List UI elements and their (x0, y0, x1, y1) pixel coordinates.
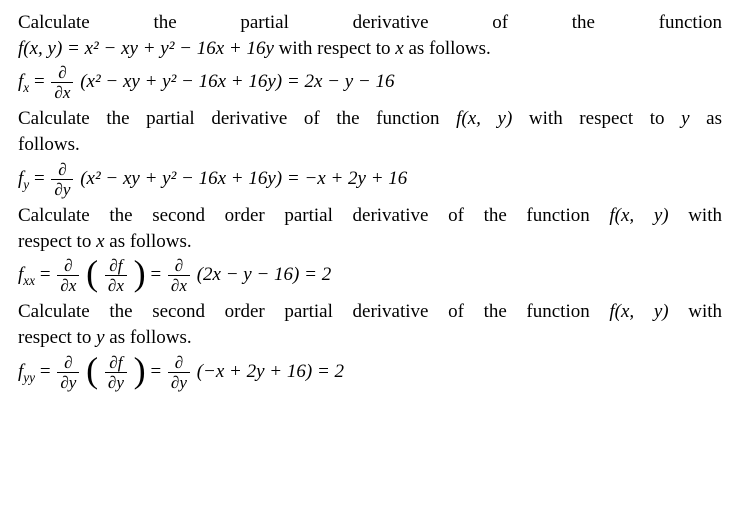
frac-ddy: ∂ ∂y (51, 161, 73, 198)
txt: with (688, 301, 722, 322)
expr-fxy: f(x, y) (456, 108, 512, 129)
text-line-3: Calculate the partial derivative of the … (18, 106, 722, 132)
text-line-4b: respect to x as follows. (18, 229, 722, 255)
text-line-3b: follows. (18, 132, 722, 158)
eq: = (29, 71, 49, 92)
num: ∂f (105, 257, 127, 276)
num: ∂f (105, 354, 127, 373)
equation-fxx: fxx = ∂ ∂x ( ∂f ∂x ) = ∂ ∂x (2x − y − 16… (18, 257, 722, 294)
eq: = (29, 168, 49, 189)
equation-fx: fx = ∂ ∂x (x² − xy + y² − 16x + 16y) = 2… (18, 64, 722, 101)
frac-ddx: ∂ ∂x (57, 257, 79, 294)
frac-ddx: ∂ ∂x (51, 64, 73, 101)
sub-yy: yy (23, 369, 35, 384)
frac-dfdy: ∂f ∂y (105, 354, 127, 391)
frac-dfdx: ∂f ∂x (105, 257, 127, 294)
expr-body: (−x + 2y + 16) = 2 (197, 361, 344, 382)
num: ∂ (168, 354, 190, 373)
document-page: Calculate the partial derivative of the … (0, 0, 740, 406)
den: ∂y (105, 373, 127, 391)
txt: respect to (18, 231, 96, 252)
var-y: y (96, 327, 104, 348)
eq: = (35, 361, 55, 382)
num: ∂ (168, 257, 190, 276)
expr-body: (2x − y − 16) = 2 (197, 264, 331, 285)
frac-ddy: ∂ ∂y (57, 354, 79, 391)
sub-xx: xx (23, 273, 35, 288)
txt: respect to (18, 327, 96, 348)
num: ∂ (51, 64, 73, 83)
expr-fxy: f(x, y) (609, 205, 668, 226)
expr-body: (x² − xy + y² − 16x + 16y) = −x + 2y + 1… (80, 168, 407, 189)
expr-body: (x² − xy + y² − 16x + 16y) = 2x − y − 16 (80, 71, 394, 92)
den: ∂x (57, 276, 79, 294)
frac-ddy2: ∂ ∂y (168, 354, 190, 391)
txt: with respect to (512, 108, 681, 129)
txt: as (690, 108, 722, 129)
txt: with (669, 205, 722, 226)
num: ∂ (51, 161, 73, 180)
txt: with respect to (274, 38, 395, 59)
text-line-5b: respect to y as follows. (18, 325, 722, 351)
txt: Calculate the partial derivative of the … (18, 108, 456, 129)
expr-fxy: f(x, y) = x² − xy + y² − 16x + 16y (18, 38, 274, 59)
frac-ddx2: ∂ ∂x (168, 257, 190, 294)
var-y: y (681, 108, 689, 129)
den: ∂y (51, 180, 73, 198)
den: ∂x (168, 276, 190, 294)
den: ∂x (51, 83, 73, 101)
den: ∂y (168, 373, 190, 391)
text-line-4: Calculate the second order partial deriv… (18, 203, 722, 229)
equation-fyy: fyy = ∂ ∂y ( ∂f ∂y ) = ∂ ∂y (−x + 2y + 1… (18, 354, 722, 391)
var-x: x (395, 38, 403, 59)
eq: = (35, 264, 55, 285)
var-x: x (96, 231, 104, 252)
txt: Calculate the second order partial deriv… (18, 301, 609, 322)
text-line-1: Calculate the partial derivative of the … (18, 10, 722, 36)
eq: = (150, 361, 165, 382)
eq: = (150, 264, 165, 285)
txt: as follows. (105, 327, 192, 348)
num: ∂ (57, 257, 79, 276)
den: ∂x (105, 276, 127, 294)
expr-fxy: f(x, y) (609, 301, 668, 322)
den: ∂y (57, 373, 79, 391)
txt: Calculate the second order partial deriv… (18, 205, 609, 226)
text-line-2: f(x, y) = x² − xy + y² − 16x + 16y with … (18, 36, 722, 62)
num: ∂ (57, 354, 79, 373)
txt: as follows. (105, 231, 192, 252)
text-line-5: Calculate the second order partial deriv… (18, 299, 722, 325)
txt: as follows. (404, 38, 491, 59)
equation-fy: fy = ∂ ∂y (x² − xy + y² − 16x + 16y) = −… (18, 161, 722, 198)
